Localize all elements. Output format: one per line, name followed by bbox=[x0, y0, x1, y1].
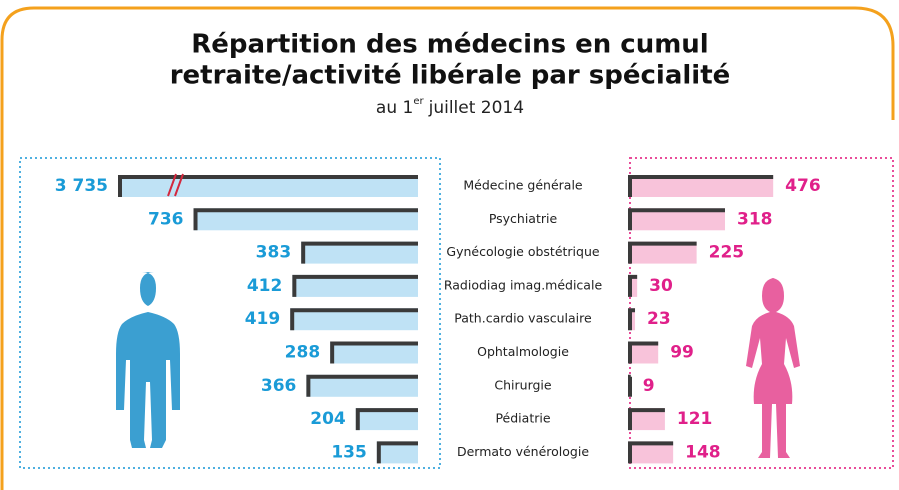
value-label: 204 bbox=[310, 409, 346, 429]
category-label: Ophtalmologie bbox=[477, 344, 569, 359]
chart-title: Répartition des médecins en cumul bbox=[191, 30, 708, 60]
value-label: 736 bbox=[148, 209, 184, 229]
category-label: Path.cardio vasculaire bbox=[454, 311, 592, 326]
value-label: 476 bbox=[785, 176, 821, 196]
value-label: 148 bbox=[685, 442, 721, 462]
value-label: 9 bbox=[643, 376, 655, 396]
value-label: 99 bbox=[670, 343, 694, 363]
bar-edge bbox=[630, 377, 631, 397]
category-label: Radiodiag imag.médicale bbox=[444, 277, 603, 292]
value-label: 30 bbox=[649, 276, 673, 296]
value-label: 366 bbox=[261, 376, 297, 396]
value-label: 419 bbox=[245, 309, 281, 329]
subtitle-sup: er bbox=[413, 96, 424, 107]
subtitle-text: juillet 2014 bbox=[428, 98, 524, 118]
category-label: Chirurgie bbox=[494, 377, 552, 392]
value-label: 225 bbox=[709, 243, 745, 263]
woman-silhouette bbox=[746, 278, 800, 458]
chart-title: retraite/activité libérale par spécialit… bbox=[170, 61, 731, 91]
page: Répartition des médecins en cumul retrai… bbox=[0, 0, 899, 490]
value-label: 23 bbox=[647, 309, 671, 329]
value-label: 121 bbox=[677, 409, 713, 429]
left-bars bbox=[0, 175, 418, 463]
value-label: 412 bbox=[247, 276, 283, 296]
value-label: 3 735 bbox=[55, 176, 108, 196]
value-label: 288 bbox=[285, 343, 321, 363]
value-label: 135 bbox=[331, 442, 367, 462]
category-label: Pédiatrie bbox=[495, 411, 550, 426]
chart: Répartition des médecins en cumul retrai… bbox=[0, 0, 899, 490]
category-label: Médecine générale bbox=[463, 178, 583, 193]
man-silhouette bbox=[116, 272, 180, 448]
category-label: Dermato vénérologie bbox=[457, 444, 589, 459]
value-label: 318 bbox=[737, 209, 773, 229]
category-label: Psychiatrie bbox=[489, 211, 558, 226]
category-label: Gynécologie obstétrique bbox=[446, 244, 599, 259]
subtitle-text: au 1 bbox=[376, 98, 413, 118]
value-label: 383 bbox=[256, 243, 292, 263]
subtitle: au 1er juillet 2014 bbox=[376, 96, 524, 118]
